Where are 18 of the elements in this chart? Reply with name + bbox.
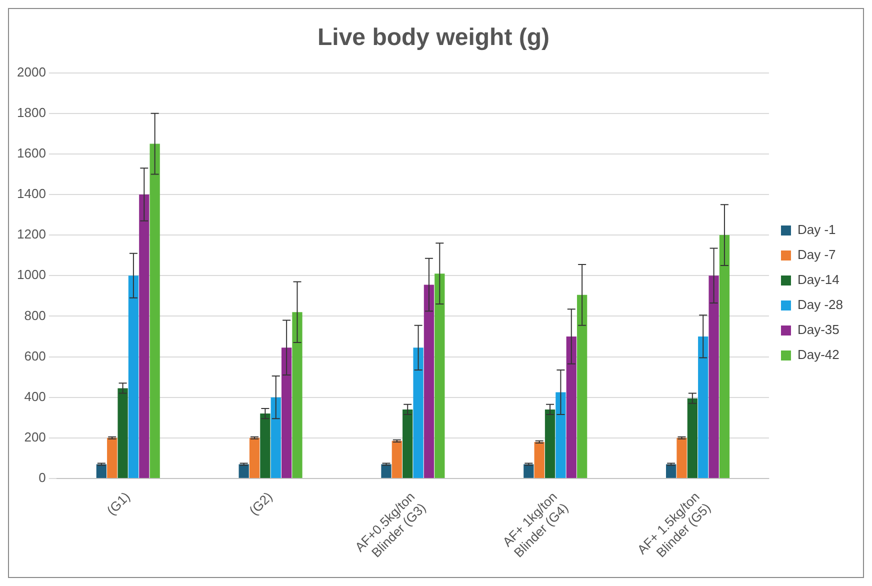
legend-label: Day -28 — [797, 297, 844, 312]
legend-label: Day-14 — [797, 272, 840, 288]
y-tick-label: 1000 — [17, 267, 46, 282]
y-tick-label: 2000 — [17, 64, 46, 80]
y-tick-label: 800 — [24, 308, 46, 323]
legend-label: Day-42 — [797, 347, 840, 362]
chart-title: Live body weight (g) — [318, 24, 550, 52]
y-tick-label: 1200 — [17, 226, 46, 242]
y-tick-label: 400 — [24, 388, 46, 404]
y-tick-label: 1400 — [17, 186, 46, 202]
legend-label: Day -1 — [797, 222, 836, 238]
y-tick-label: 1800 — [17, 104, 46, 120]
legend-label: Day -7 — [797, 247, 836, 262]
y-tick-label: 200 — [24, 429, 46, 444]
legend-label: Day-35 — [797, 322, 840, 338]
y-tick-label: 1600 — [17, 146, 46, 161]
y-tick-label: 600 — [24, 348, 46, 364]
y-tick-label: 0 — [38, 470, 46, 486]
